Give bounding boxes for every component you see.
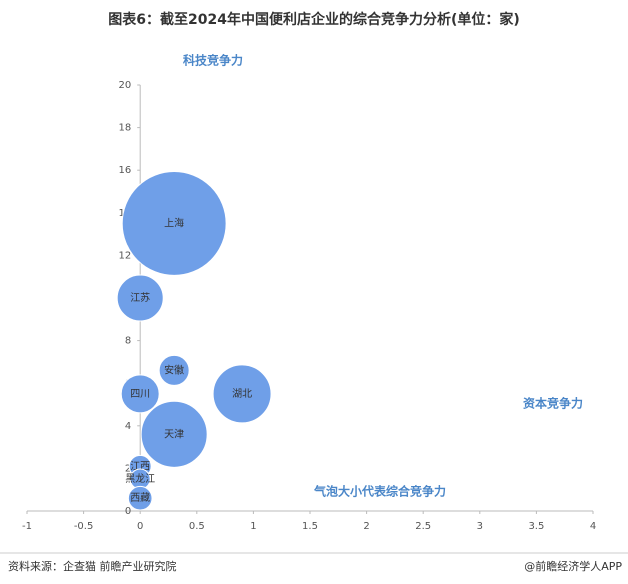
x-tick-label: 1 [250,521,256,532]
bubble [140,400,208,468]
y-axis-label: 科技竞争力 [183,53,243,68]
y-tick-label: 2 [125,463,131,474]
chart-title: 图表6：截至2024年中国便利店企业的综合竞争力分析(单位：家) [108,11,520,28]
bubble-label: 黑龙江 [125,472,155,485]
x-tick-label: 3 [477,521,483,532]
x-tick-label: 4 [590,521,596,532]
x-tick-label: 2.5 [415,521,431,532]
credit: @前瞻经济学人APP [524,559,622,573]
x-tick-label: -1 [22,521,32,532]
bubble [121,170,227,276]
bubble-label: 上海 [164,216,184,229]
bubble-label: 安徽 [164,363,184,376]
y-tick-label: 0 [125,506,131,517]
y-tick-label: 20 [118,80,131,91]
bubble [127,485,153,511]
x-tick-label: 1.5 [302,521,318,532]
bubble [120,374,160,414]
y-tick-label: 18 [118,123,131,134]
y-tick-label: 16 [118,165,131,176]
bubble-label: 西藏 [130,492,150,504]
bubble-label: 天津 [164,428,184,440]
x-tick-label: 0 [137,521,143,532]
x-tick-label: 3.5 [528,521,544,532]
size-note: 气泡大小代表综合竞争力 [313,484,446,499]
bubble-label: 江西 [130,460,150,472]
bubble [116,274,164,322]
x-tick-label: -0.5 [74,521,94,532]
y-tick-label: 4 [125,421,131,432]
source: 资料来源：企查猫 前瞻产业研究院 [8,559,177,573]
bubble [212,364,272,424]
x-axis-label: 资本竞争力 [523,396,583,411]
x-tick-label: 2 [363,521,369,532]
y-tick-label: 12 [118,250,131,261]
bubble-label: 江苏 [130,291,150,304]
bubble-label: 湖北 [232,388,252,400]
bubble-label: 四川 [130,389,150,400]
bubble [158,354,190,386]
y-tick-label: 8 [125,336,131,347]
x-tick-label: 0.5 [189,521,205,532]
